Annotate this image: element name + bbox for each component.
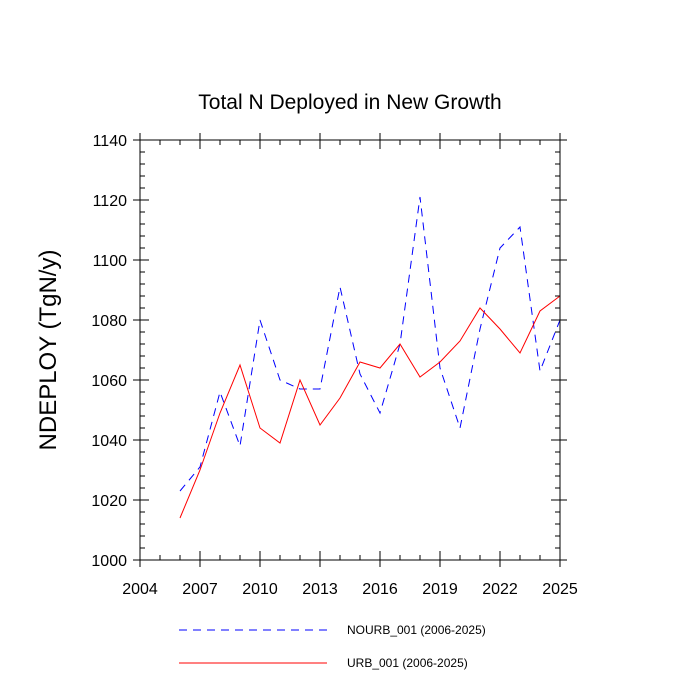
y-tick-label: 1140 [93,133,128,150]
series-line-urb-001 [179,295,561,519]
legend-label: URB_001 (2006-2025) [347,656,468,670]
y-tick-label: 1020 [91,493,127,510]
x-tick-label: 2025 [542,581,578,598]
x-tick-label: 2010 [242,581,278,598]
axis-ticks: 2004 2007 2010 2013 2016 2019 2022 2025 1000 1020… [91,133,578,598]
legend: NOURB_001 (2006-2025) URB_001 (2006-2025) [179,623,486,670]
y-tick-label: 1060 [91,373,127,390]
y-tick-label: 1100 [93,253,128,270]
x-tick-label: 2007 [182,581,218,598]
y-tick-label: 1000 [91,553,127,570]
chart-title: Total N Deployed in New Growth [198,91,501,114]
x-tick-label: 2019 [422,581,458,598]
plot-frame [139,139,561,561]
legend-label: NOURB_001 (2006-2025) [347,623,486,637]
y-tick-label: 1080 [91,313,127,330]
series-line-nourb-001 [179,196,561,492]
x-tick-label: 2013 [302,581,338,598]
y-axis-label: NDEPLOY (TgN/y) [35,250,62,451]
y-tick-label: 1040 [91,433,127,450]
x-tick-label: 2022 [482,581,518,598]
x-tick-label: 2016 [362,581,398,598]
series-lines [179,196,561,519]
x-tick-label: 2004 [122,581,158,598]
y-tick-label: 1120 [93,193,128,210]
